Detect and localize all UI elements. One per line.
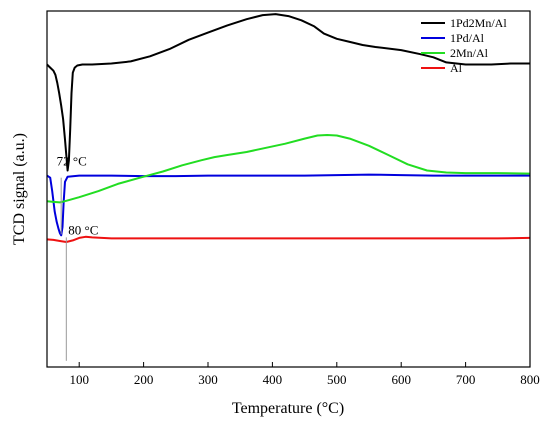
x-tick-label: 500 [327, 372, 347, 387]
series-line-1pd-al [46, 173, 530, 237]
x-tick-label: 200 [134, 372, 154, 387]
x-tick-label: 400 [263, 372, 283, 387]
legend-label: 1Pd2Mn/Al [450, 16, 507, 30]
plot-lines [46, 13, 531, 243]
x-axis-title: Temperature (°C) [232, 400, 344, 417]
y-axis-title: TCD signal (a.u.) [11, 133, 28, 245]
x-tick-label: 700 [456, 372, 476, 387]
x-tick-label: 300 [198, 372, 218, 387]
series-line-2mn-al [46, 134, 531, 204]
series-line-1pd2mn-al [46, 13, 530, 172]
x-tick-label: 800 [520, 372, 540, 387]
peak-label: 72 °C [57, 153, 87, 168]
legend-label: 2Mn/Al [450, 46, 489, 60]
x-tick-label: 100 [69, 372, 89, 387]
legend-label: Al [450, 61, 463, 75]
legend-label: 1Pd/Al [450, 31, 485, 45]
x-tick-label: 600 [391, 372, 411, 387]
plot-frame [46, 10, 531, 368]
x-axis-ticks: 100 200 300 400 500 600 700 800 [69, 362, 540, 387]
peak-label: 80 °C [68, 222, 98, 237]
series-line-al [46, 235, 531, 243]
peak-annotations: 72 °C 80 °C [57, 153, 98, 361]
